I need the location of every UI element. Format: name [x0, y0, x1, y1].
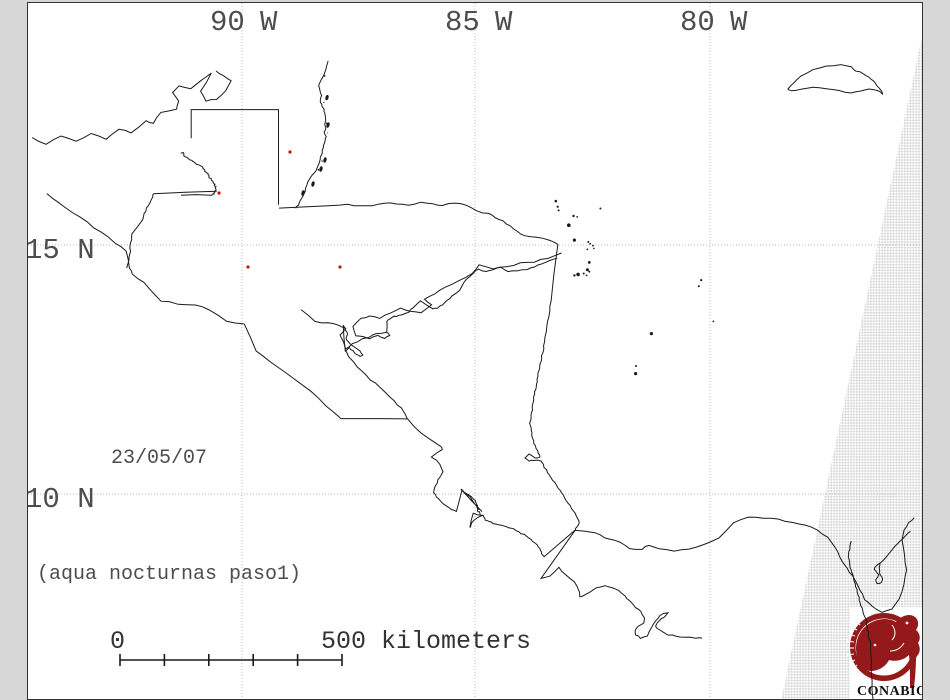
svg-text:80: 80 — [680, 6, 715, 39]
svg-text:90: 90 — [210, 6, 245, 39]
svg-text:CONABIO: CONABIO — [857, 684, 923, 699]
svg-text:W: W — [730, 6, 748, 39]
svg-text:(aqua nocturnas paso1): (aqua nocturnas paso1) — [37, 563, 301, 586]
svg-text:0: 0 — [110, 627, 125, 656]
svg-text:W: W — [495, 6, 513, 39]
svg-text:15 N: 15 N — [28, 234, 95, 267]
svg-text:85: 85 — [445, 6, 480, 39]
svg-text:500 kilometers: 500 kilometers — [321, 627, 531, 656]
svg-text:23/05/07: 23/05/07 — [111, 447, 207, 470]
svg-text:W: W — [260, 6, 278, 39]
svg-text:10 N: 10 N — [28, 483, 95, 516]
